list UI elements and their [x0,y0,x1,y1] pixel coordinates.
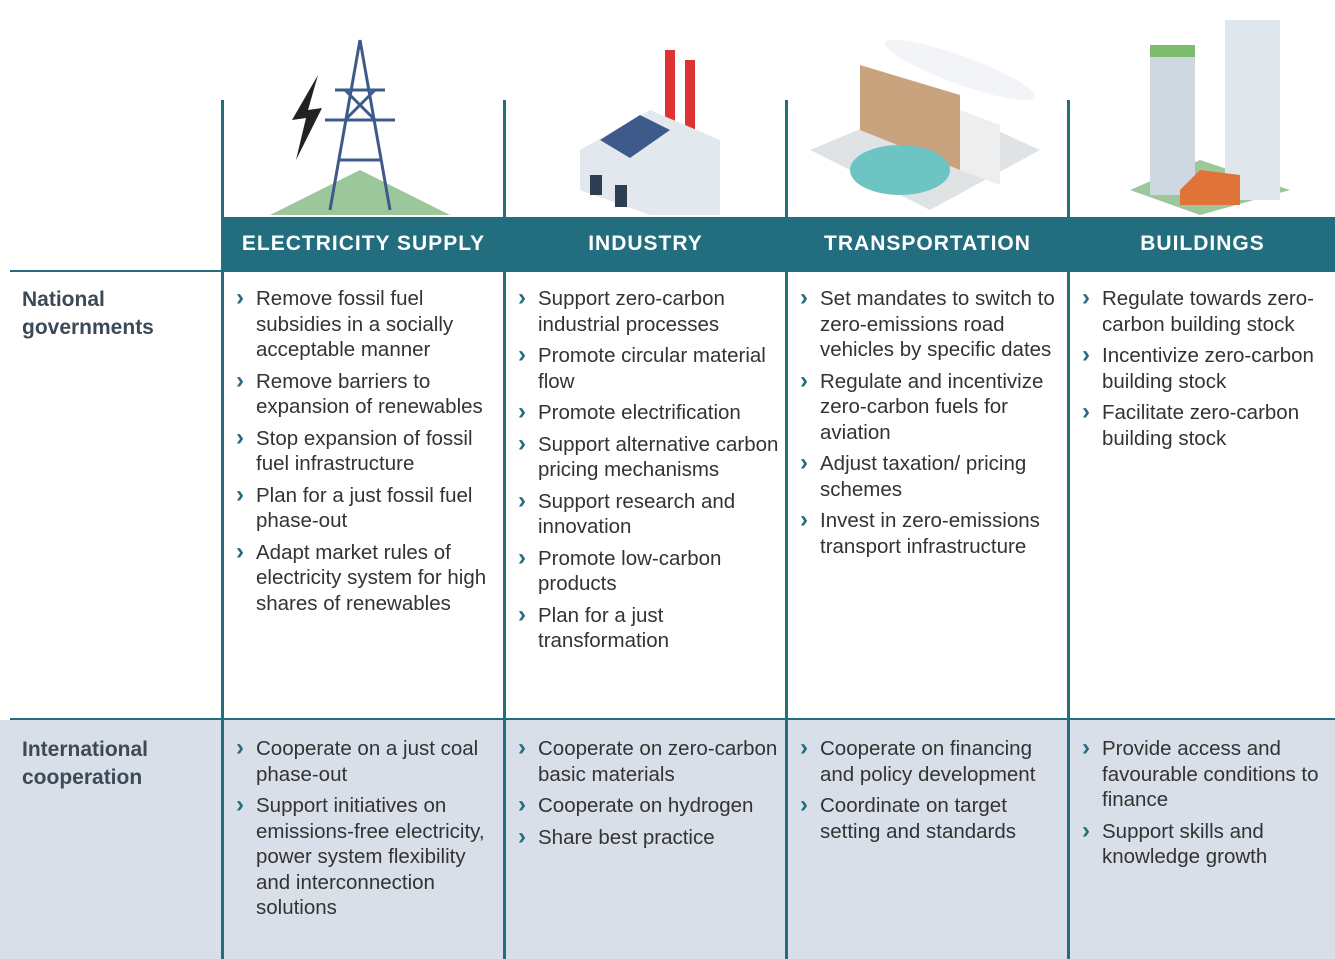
list-item: Cooperate on a just coal phase-out [234,735,497,787]
column-divider [785,100,788,959]
column-divider [1067,100,1070,959]
list-item: Remove fossil fuel subsidies in a social… [234,285,497,363]
list-item: Adjust taxation/ pricing schemes [798,450,1061,502]
list-item: Support research and innovation [516,488,779,540]
transport-icon [810,39,1040,210]
column-divider [503,100,506,959]
list-item: Support zero-carbon industrial processes [516,285,779,337]
cell: Cooperate on zero-carbon basic materials… [516,735,779,856]
cell: Regulate towards zero-carbon building st… [1080,285,1329,457]
buildings-icon [1130,20,1290,215]
list-item: Support alternative carbon pricing mecha… [516,431,779,483]
column-header: BUILDINGS [1070,217,1335,270]
list-item: Cooperate on zero-carbon basic materials [516,735,779,787]
list-item: Support initiatives on emissions-free el… [234,792,497,921]
list-item: Share best practice [516,824,779,851]
list-item: Set mandates to switch to zero-emissions… [798,285,1061,363]
icons [270,20,1290,215]
list-item: Support skills and knowledge growth [1080,818,1329,870]
list-item: Stop expansion of fossil fuel infrastruc… [234,425,497,477]
list-item: Regulate towards zero-carbon building st… [1080,285,1329,337]
list-item: Facilitate zero-carbon building stock [1080,399,1329,451]
list-item: Incentivize zero-carbon building stock [1080,342,1329,394]
cell: Support zero-carbon industrial processes… [516,285,779,660]
cell: Cooperate on a just coal phase-outSuppor… [234,735,497,927]
column-header: ELECTRICITY SUPPLY [224,217,503,270]
list-item: Promote circular material flow [516,342,779,394]
list-item: Promote low-carbon products [516,545,779,597]
column-header: TRANSPORTATION [788,217,1067,270]
column-divider [221,100,224,959]
list-item: Plan for a just fossil fuel phase-out [234,482,497,534]
list-item: Cooperate on hydrogen [516,792,779,819]
list-item: Provide access and favourable conditions… [1080,735,1329,813]
row-divider [10,270,1335,272]
list-item: Coordinate on target setting and standar… [798,792,1061,844]
row-divider [10,718,1335,720]
list-item: Adapt market rules of electricity system… [234,539,497,617]
list-item: Invest in zero-emissions transport infra… [798,507,1061,559]
cell: Provide access and favourable conditions… [1080,735,1329,876]
list-item: Cooperate on financing and policy develo… [798,735,1061,787]
list-item: Plan for a just transformation [516,602,779,654]
list-item: Regulate and incentivize zero-carbon fue… [798,368,1061,446]
factory-icon [580,50,720,215]
row-label: International cooperation [22,738,149,789]
row-label: National governments [22,288,154,339]
cell: Cooperate on financing and policy develo… [798,735,1061,850]
cell: Remove fossil fuel subsidies in a social… [234,285,497,622]
cell: Set mandates to switch to zero-emissions… [798,285,1061,565]
column-header: INDUSTRY [506,217,785,270]
list-item: Remove barriers to expansion of renewabl… [234,368,497,420]
list-item: Promote electrification [516,399,779,426]
pylon-icon [270,39,450,215]
